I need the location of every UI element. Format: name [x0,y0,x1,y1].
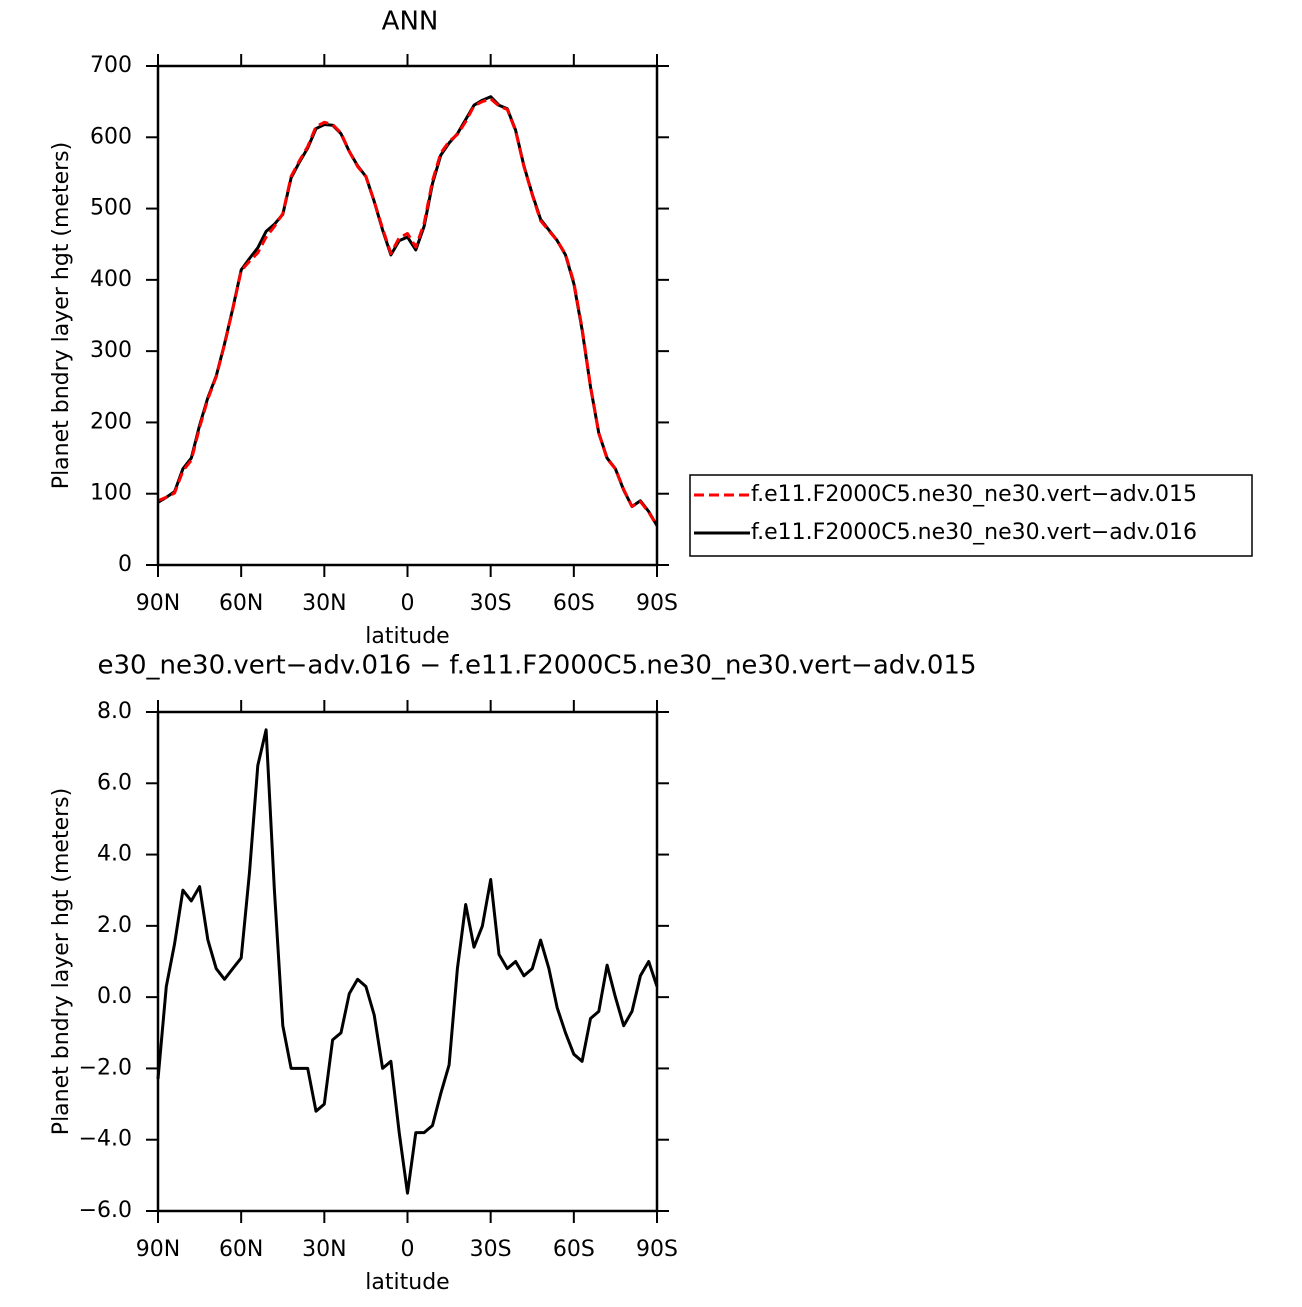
y-axis-label: Planet bndry layer hgt (meters) [49,142,74,489]
x-tick-label: 30S [470,1237,512,1262]
y-tick-label: 0 [118,552,132,577]
chart-title: ANN [382,7,439,37]
x-tick-label: 0 [401,591,415,616]
x-tick-label: 60S [553,591,595,616]
y-tick-label: 600 [90,124,132,149]
y-tick-label: 8.0 [97,699,132,724]
plot-frame [156,64,659,567]
x-tick-label: 90S [636,591,678,616]
x-axis-label: latitude [365,624,449,649]
y-tick-label: 0.0 [97,984,132,1009]
x-axis-label: latitude [365,1270,449,1295]
y-tick-label: 500 [90,196,132,221]
x-tick-label: 60N [219,1237,263,1262]
x-tick-label: 0 [401,1237,415,1262]
y-tick-label: 100 [90,481,132,506]
data-line [157,97,659,527]
y-tick-label: 400 [90,267,132,292]
y-tick-label: 2.0 [97,913,132,938]
x-tick-label: 60S [553,1237,595,1262]
y-tick-label: 700 [90,53,132,78]
plot-frame [156,710,659,1213]
x-tick-label: 60N [219,591,263,616]
x-tick-label: 90N [136,591,180,616]
y-tick-label: 300 [90,338,132,363]
data-line [157,95,659,527]
legend-label: f.e11.F2000C5.ne30_ne30.vert−adv.015 [751,482,1197,507]
y-axis-label: Planet bndry layer hgt (meters) [49,788,74,1135]
y-tick-label: 6.0 [97,770,132,795]
x-tick-label: 30N [302,591,346,616]
legend-label: f.e11.F2000C5.ne30_ne30.vert−adv.016 [751,520,1197,545]
x-tick-label: 30S [470,591,512,616]
y-tick-label: −2.0 [79,1055,132,1080]
legend-box [689,474,1253,557]
y-tick-label: 4.0 [97,842,132,867]
y-tick-label: −4.0 [79,1127,132,1152]
x-tick-label: 30N [302,1237,346,1262]
y-tick-label: −6.0 [79,1198,132,1223]
x-tick-label: 90S [636,1237,678,1262]
chart-title: e30_ne30.vert−adv.016 − f.e11.F2000C5.ne… [97,651,976,681]
y-tick-label: 200 [90,409,132,434]
x-tick-label: 90N [136,1237,180,1262]
data-line [156,728,659,1195]
